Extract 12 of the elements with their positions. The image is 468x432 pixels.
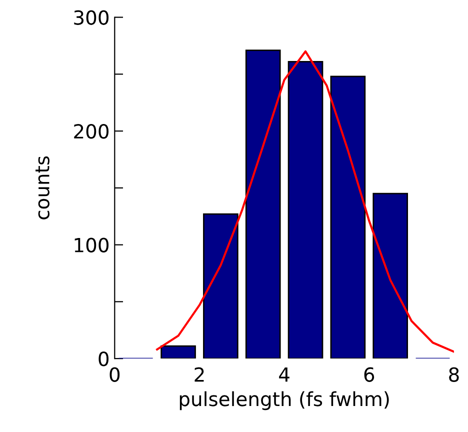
x-tick-label: 6 xyxy=(364,367,374,382)
y-tick-label: 200 xyxy=(74,124,109,139)
line-series xyxy=(156,50,454,353)
x-tick-label: 0 xyxy=(110,367,120,382)
x-tick-label: 2 xyxy=(194,367,204,382)
x-axis-title: pulselength (fs fwhm) xyxy=(180,391,389,410)
y-tick-label: 100 xyxy=(74,238,109,252)
y-axis-title: counts xyxy=(36,156,50,220)
y-tick-label: 0 xyxy=(98,352,109,366)
x-tick-label: 8 xyxy=(449,367,459,382)
x-tick-label: 4 xyxy=(279,367,290,382)
y-tick-label: 300 xyxy=(74,10,109,25)
